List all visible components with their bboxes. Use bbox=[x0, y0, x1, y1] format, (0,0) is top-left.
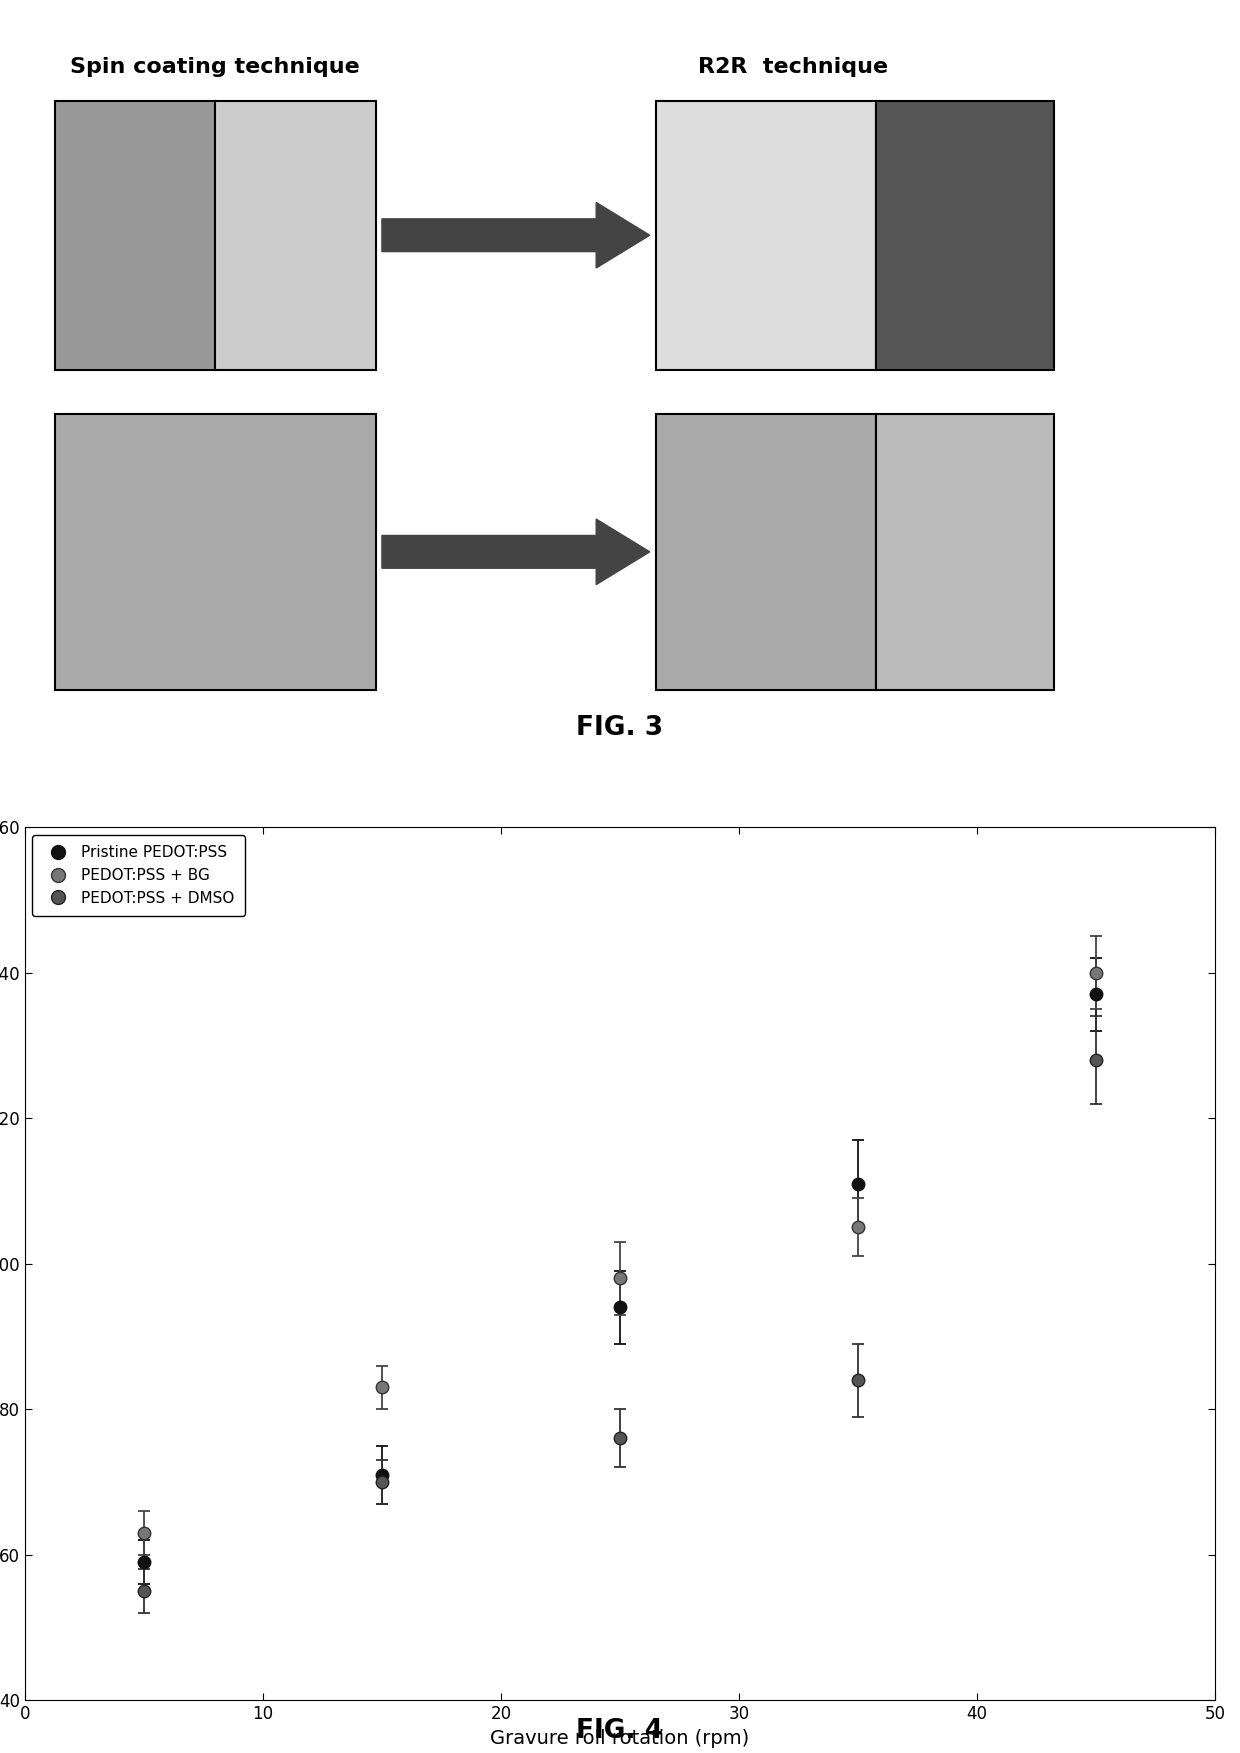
Point bbox=[848, 1213, 868, 1241]
Bar bbox=[216, 100, 376, 370]
Point bbox=[134, 1578, 154, 1606]
Text: R2R  technique: R2R technique bbox=[698, 56, 888, 77]
Point bbox=[610, 1425, 630, 1453]
Legend: Pristine PEDOT:PSS, PEDOT:PSS + BG, PEDOT:PSS + DMSO: Pristine PEDOT:PSS, PEDOT:PSS + BG, PEDO… bbox=[32, 834, 246, 917]
Point bbox=[848, 1366, 868, 1394]
Bar bbox=[875, 414, 1054, 691]
Bar bbox=[55, 414, 376, 691]
Point bbox=[848, 1169, 868, 1197]
Bar bbox=[656, 100, 875, 370]
Point bbox=[1086, 980, 1106, 1008]
Point bbox=[372, 1373, 392, 1401]
Point bbox=[1086, 959, 1106, 987]
FancyArrow shape bbox=[382, 202, 650, 268]
Bar bbox=[656, 414, 875, 691]
Point bbox=[134, 1548, 154, 1576]
X-axis label: Gravure roll rotation (rpm): Gravure roll rotation (rpm) bbox=[490, 1728, 750, 1748]
Text: FIG. 3: FIG. 3 bbox=[577, 715, 663, 742]
Bar bbox=[55, 100, 216, 370]
Point bbox=[372, 1467, 392, 1495]
Point bbox=[610, 1294, 630, 1322]
Point bbox=[1086, 1047, 1106, 1075]
Text: FIG. 4: FIG. 4 bbox=[577, 1718, 663, 1744]
Point bbox=[372, 1460, 392, 1488]
Point bbox=[610, 1264, 630, 1292]
FancyArrow shape bbox=[382, 519, 650, 584]
Point bbox=[134, 1520, 154, 1548]
Bar bbox=[875, 100, 1054, 370]
Text: Spin coating technique: Spin coating technique bbox=[71, 56, 360, 77]
